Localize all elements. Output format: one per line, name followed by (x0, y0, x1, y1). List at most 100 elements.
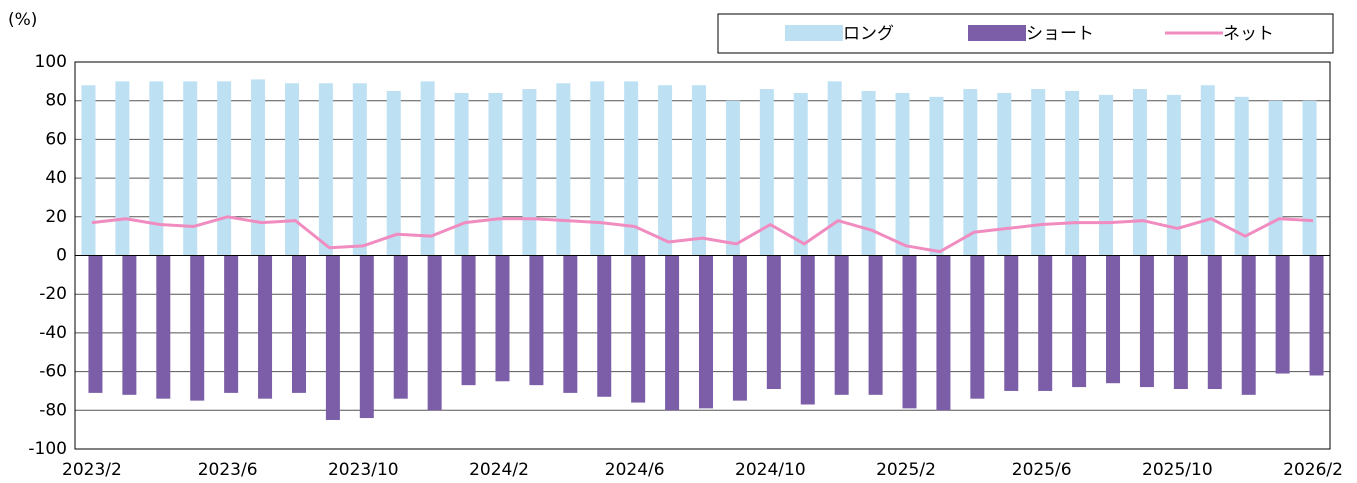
bar (800, 255, 815, 405)
bar (902, 255, 917, 409)
y-tick-label: 60 (45, 129, 67, 149)
legend-swatch (968, 25, 1026, 41)
bar (217, 81, 232, 256)
bar (895, 92, 910, 256)
bar (834, 255, 849, 395)
bar (1166, 94, 1181, 256)
x-tick-label: 2025/2 (876, 460, 936, 480)
bar (495, 255, 510, 382)
legend-label: ネット (1223, 24, 1274, 44)
y-tick-label: 100 (35, 52, 67, 72)
bar (81, 85, 96, 256)
bar (861, 91, 876, 256)
bar (190, 255, 205, 401)
bar (1268, 100, 1283, 256)
bar (1031, 89, 1046, 256)
x-tick-label: 2023/10 (328, 460, 399, 480)
bar (224, 255, 239, 393)
y-tick-label: -20 (39, 284, 67, 304)
bar (1038, 255, 1053, 391)
bar (1004, 255, 1019, 391)
bar (997, 92, 1012, 256)
bar (1207, 255, 1222, 390)
bar (658, 85, 673, 256)
y-tick-label: -40 (39, 323, 67, 343)
bar (420, 81, 435, 256)
bar (156, 255, 171, 399)
plot-frame (74, 61, 1331, 450)
bar (427, 255, 442, 411)
bar (122, 255, 137, 395)
bar (963, 89, 978, 256)
bar (149, 81, 164, 256)
bar (359, 255, 374, 419)
x-tick-label: 2024/6 (605, 460, 665, 480)
y-tick-label: 80 (45, 91, 67, 111)
bar (692, 85, 706, 256)
bar (759, 89, 774, 256)
bar (393, 255, 408, 399)
bar (827, 81, 842, 256)
bar (352, 83, 367, 256)
bar (325, 255, 340, 420)
y-axis-label: (%) (8, 10, 37, 30)
x-tick-label: 2025/6 (1012, 460, 1072, 480)
bar (936, 255, 951, 411)
bar (88, 255, 103, 393)
bar (631, 255, 646, 403)
bar (454, 92, 469, 256)
x-tick-label: 2023/6 (198, 460, 258, 480)
bar (699, 255, 713, 409)
y-tick-label: 40 (45, 168, 67, 188)
bar (1275, 255, 1290, 374)
bar (318, 83, 333, 256)
y-tick-label: -60 (39, 362, 67, 382)
bar (725, 100, 740, 256)
x-tick-label: 2024/10 (735, 460, 806, 480)
bar (590, 81, 605, 256)
legend-label: ショート (1026, 24, 1094, 44)
bar (461, 255, 476, 386)
x-tick-label: 2026/2 (1283, 460, 1343, 480)
bar (1241, 255, 1256, 395)
bar (1139, 255, 1154, 388)
bar (1132, 89, 1147, 256)
bar (1200, 85, 1215, 256)
bar (929, 96, 944, 256)
bar (597, 255, 612, 397)
x-tick-label: 2025/10 (1142, 460, 1213, 480)
x-tick-label: 2023/2 (62, 460, 122, 480)
bar (529, 255, 544, 386)
net-line (91, 215, 1314, 254)
bar (1099, 94, 1114, 256)
bar (251, 79, 266, 256)
bar (183, 81, 198, 256)
bar (970, 255, 985, 399)
bar (563, 255, 578, 393)
y-tick-label: -100 (28, 439, 67, 459)
bar (1302, 100, 1317, 256)
bar (488, 92, 503, 256)
legend-label: ロング (843, 24, 894, 44)
bar (556, 83, 571, 256)
x-tick-label: 2024/2 (469, 460, 529, 480)
y-tick-label: -80 (39, 400, 67, 420)
bar (386, 91, 401, 256)
bar (766, 255, 781, 390)
bar (258, 255, 273, 399)
bar (1173, 255, 1188, 390)
bar (1065, 91, 1080, 256)
bar (868, 255, 883, 395)
bar (1072, 255, 1087, 388)
legend-swatch (785, 25, 843, 41)
y-tick-label: 20 (45, 207, 67, 227)
bar (115, 81, 130, 256)
bar (522, 89, 537, 256)
bar (1234, 96, 1249, 256)
bar (665, 255, 680, 411)
bar (1309, 255, 1324, 376)
y-tick-label: 0 (56, 246, 67, 266)
bar (624, 81, 639, 256)
bar (1106, 255, 1121, 384)
bar (732, 255, 747, 401)
